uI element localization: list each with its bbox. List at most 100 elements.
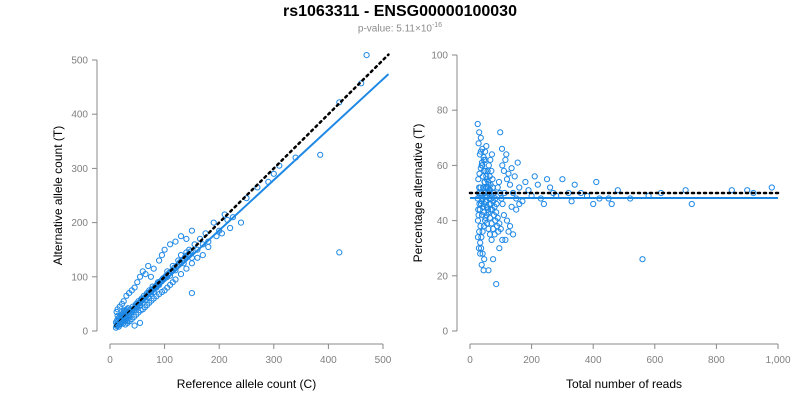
data-point (476, 228, 483, 235)
data-point (483, 203, 490, 210)
right-x-tick-label: 1,000 (765, 355, 790, 366)
data-point (522, 178, 529, 186)
data-point (229, 214, 236, 221)
data-point (477, 134, 484, 141)
left-y-tick-label: 0 (82, 327, 88, 338)
data-point (479, 250, 486, 257)
data-point (336, 249, 343, 256)
data-point (476, 170, 483, 177)
data-point (488, 167, 495, 174)
p-value-text: p-value: 5.11×10 (357, 23, 432, 35)
data-point (172, 238, 179, 245)
data-point (145, 262, 152, 270)
data-point (488, 220, 495, 227)
right-x-tick-label: 600 (646, 355, 663, 366)
data-point (199, 252, 206, 259)
data-point (490, 256, 497, 263)
data-point (486, 214, 494, 221)
data-point (508, 203, 515, 210)
chart-subtitle: p-value: 5.11×10-16 (0, 22, 800, 34)
data-point (476, 184, 483, 191)
left-y-tick-label: 100 (71, 272, 88, 283)
data-point (227, 224, 234, 232)
data-point (172, 276, 179, 283)
data-point (499, 236, 506, 243)
data-point (475, 140, 482, 147)
data-point (516, 184, 523, 191)
data-point (122, 307, 129, 314)
data-point (136, 273, 144, 280)
left-y-axis-label: Alternative allele count (T) (51, 126, 65, 265)
data-point (474, 120, 481, 128)
data-point (525, 187, 532, 194)
right-y-tick-label: 100 (431, 51, 448, 62)
data-point (488, 236, 495, 243)
data-point (187, 248, 194, 255)
data-point (495, 178, 503, 186)
data-point (543, 176, 551, 183)
data-point (499, 162, 506, 169)
data-point (147, 273, 154, 280)
data-point (488, 151, 495, 158)
left-y-tick-label: 300 (71, 164, 88, 175)
data-point (131, 322, 138, 329)
data-point (493, 200, 500, 208)
data-point (593, 178, 600, 186)
data-point (479, 162, 486, 169)
left-expected-line (114, 53, 390, 327)
data-point (210, 219, 217, 226)
right-y-axis-label: Percentage alternative (T) (411, 124, 425, 263)
left-x-axis-label: Reference allele count (C) (177, 377, 316, 391)
data-point (503, 217, 511, 224)
data-point (534, 181, 541, 188)
data-point (513, 206, 520, 213)
data-point (480, 184, 487, 191)
data-point (485, 209, 492, 216)
data-point (547, 184, 554, 191)
data-point (768, 184, 775, 191)
p-value-exponent: -16 (431, 22, 443, 29)
data-point (479, 203, 486, 210)
data-point (516, 200, 523, 208)
data-point (486, 231, 494, 238)
data-point (484, 167, 491, 174)
data-point (478, 234, 485, 241)
right-x-tick-label: 200 (523, 355, 540, 366)
data-point (474, 234, 482, 241)
data-point (514, 159, 521, 166)
data-point (476, 129, 483, 136)
data-point (481, 209, 488, 216)
right-panel: 0 20 40 60 80 100 0 200 400 600 800 1,000 Total numb… (411, 51, 791, 392)
right-y-tick-label: 20 (437, 271, 449, 282)
data-point (503, 176, 511, 183)
data-point (639, 256, 646, 263)
data-point (270, 170, 277, 177)
data-point (502, 156, 509, 163)
data-point (150, 265, 157, 272)
left-fit-line (114, 73, 390, 327)
data-point (506, 181, 514, 188)
data-point (499, 200, 506, 208)
data-point (540, 200, 548, 208)
data-point (477, 250, 484, 257)
data-point (485, 225, 492, 232)
data-point (509, 189, 517, 197)
data-point (113, 308, 120, 316)
data-point (475, 176, 482, 183)
data-point (475, 212, 482, 219)
data-point (475, 245, 482, 252)
data-point (481, 178, 488, 186)
left-x-tick-label: 500 (375, 355, 392, 366)
data-point (156, 257, 163, 264)
data-point (481, 256, 488, 263)
data-point (237, 219, 245, 226)
data-point (363, 52, 370, 59)
data-point (483, 143, 490, 150)
data-point (508, 165, 515, 172)
data-point (188, 260, 195, 267)
data-point (477, 239, 484, 246)
data-point (509, 231, 517, 238)
data-point (490, 225, 497, 232)
data-point (505, 228, 512, 235)
